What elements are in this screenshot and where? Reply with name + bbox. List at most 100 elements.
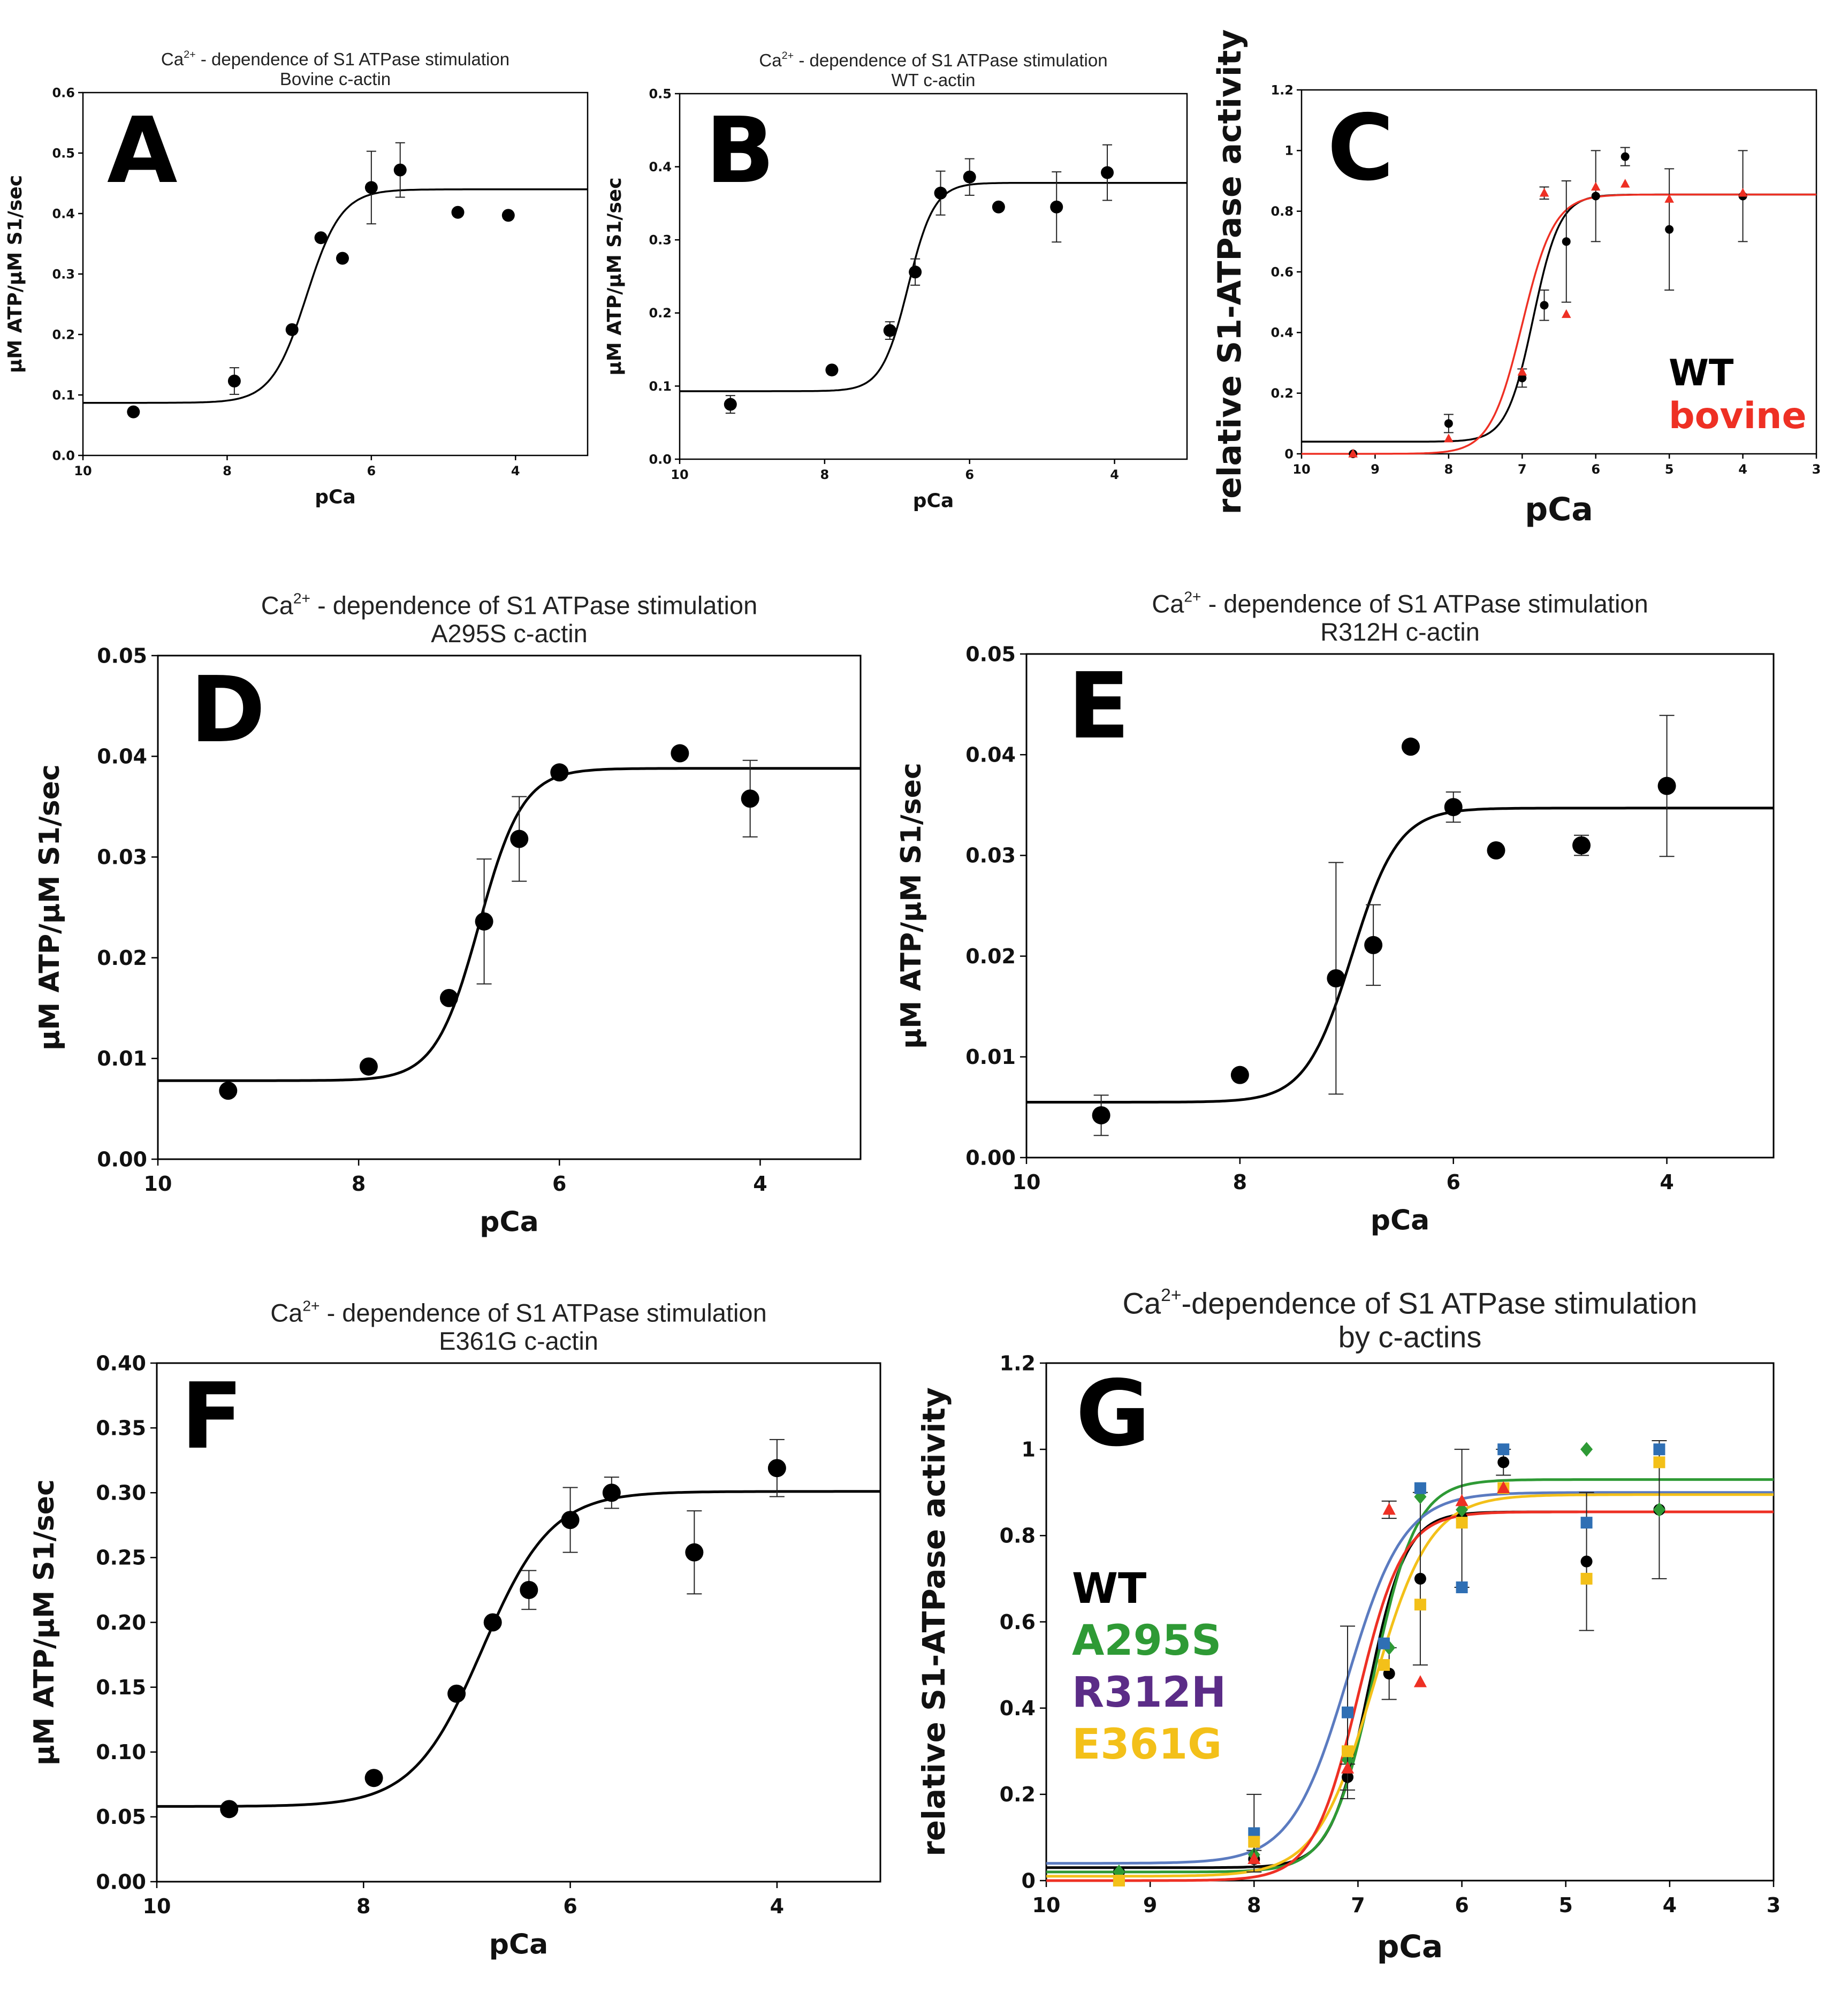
chart-title: Ca2+ - dependence of S1 ATPase stimulati… <box>1152 588 1648 618</box>
plot-frame <box>1025 653 1775 1159</box>
x-tick-label: 10 <box>144 1172 172 1196</box>
y-axis-label: µM ATP/µM S1/sec <box>895 763 927 1049</box>
data-point-a295s <box>1414 1489 1427 1504</box>
y-tick-label: 0.6 <box>52 85 75 100</box>
title-text: - dependence of S1 ATPase stimulation <box>196 49 509 69</box>
x-tick-label: 4 <box>770 1895 784 1918</box>
fit-curve-wt-c-actin <box>680 181 1187 392</box>
data-point-a295s-c-actin <box>359 1057 378 1076</box>
data-point-e361g-c-actin <box>685 1543 704 1562</box>
fit-curve-e361g <box>1046 1493 1774 1878</box>
data-point-r312h-c-actin <box>1327 969 1345 988</box>
data-point-wt <box>1414 1572 1426 1585</box>
data-point-e361g-c-actin <box>483 1613 502 1632</box>
data-point-wt <box>1497 1456 1510 1469</box>
x-axis-label: pCa <box>1371 1204 1429 1236</box>
y-tick-label: 0.04 <box>965 743 1016 767</box>
fit-curve-a295s <box>1046 1478 1774 1874</box>
data-point-r312h-c-actin <box>1364 935 1383 954</box>
data-point-bovine <box>1664 194 1674 203</box>
x-tick-label: 10 <box>1032 1893 1061 1917</box>
fit-curve-bovine <box>1302 193 1816 455</box>
fit-curve-r312h <box>1046 1491 1774 1865</box>
legend-r312h: R312H <box>1072 1669 1226 1717</box>
x-tick-label: 5 <box>1558 1893 1572 1917</box>
data-point-r312h-c-actin <box>1230 1066 1249 1084</box>
data-point-e361g-c-actin <box>220 1800 239 1819</box>
y-tick-label: 1 <box>1022 1437 1036 1461</box>
data-point-wt-c-actin <box>825 363 839 377</box>
data-point-a295s <box>1653 1502 1665 1517</box>
data-point-bovine-c-actin <box>127 405 140 419</box>
panel-label: A <box>107 98 178 204</box>
data-point-r312h <box>1378 1637 1390 1649</box>
data-point-e361g <box>1113 1875 1125 1886</box>
y-axis-label: relative S1-ATPase activity <box>916 1387 952 1857</box>
y-tick-label: 0.20 <box>96 1611 146 1634</box>
fit-curve-bovine <box>1046 1510 1774 1882</box>
panel-label: E <box>1068 653 1130 759</box>
data-point-bovine <box>1591 181 1601 191</box>
fit-curve-a295s-c-actin <box>158 767 861 1082</box>
title-superscript: 2+ <box>782 50 794 62</box>
x-tick-label: 9 <box>1371 462 1380 477</box>
x-tick-label: 10 <box>74 463 92 478</box>
legend-wt: WT <box>1072 1565 1146 1613</box>
x-axis-label: pCa <box>1525 491 1593 528</box>
chart-subtitle: WT c-actin <box>891 70 975 90</box>
data-point-e361g <box>1342 1745 1354 1758</box>
chart-title: Ca2+ - dependence of S1 ATPase stimulati… <box>261 590 757 620</box>
data-point-r312h-c-actin <box>1657 777 1676 795</box>
y-tick-label: 0.04 <box>97 745 147 769</box>
data-point-e361g <box>1378 1659 1390 1671</box>
data-point-r312h-c-actin <box>1401 737 1420 756</box>
y-tick-label: 0.6 <box>1000 1610 1036 1634</box>
legend-wt: WT <box>1669 352 1734 394</box>
x-tick-label: 3 <box>1812 462 1821 477</box>
data-point-a295s-c-actin <box>671 744 689 763</box>
chart-title: Ca2+ - dependence of S1 ATPase stimulati… <box>759 50 1107 70</box>
x-tick-label: 8 <box>223 463 232 478</box>
chart-title: Ca2+-dependence of S1 ATPase stimulation <box>1123 1285 1698 1320</box>
y-axis-label: µM ATP/µM S1/sec <box>604 177 626 375</box>
panel-label: B <box>705 98 775 204</box>
y-tick-label: 1.2 <box>1271 82 1294 97</box>
data-point-r312h <box>1414 1482 1426 1494</box>
data-point-a295s-c-actin <box>219 1082 238 1100</box>
y-tick-label: 0.2 <box>52 327 75 342</box>
y-tick-label: 0.8 <box>1000 1524 1036 1548</box>
x-tick-label: 6 <box>563 1895 577 1918</box>
y-tick-label: 0.1 <box>649 379 672 394</box>
title-ca: Ca <box>1152 589 1184 618</box>
plot-frame <box>156 1362 881 1883</box>
data-point-a295s-c-actin <box>741 789 759 808</box>
y-tick-label: 0.40 <box>96 1351 146 1375</box>
data-point-bovine-c-actin <box>227 375 241 388</box>
title-text: - dependence of S1 ATPase stimulation <box>310 591 757 619</box>
title-ca: Ca <box>1123 1287 1161 1320</box>
x-axis-label: pCa <box>1377 1928 1443 1965</box>
panel-label: G <box>1076 1361 1151 1467</box>
panel-b: Ca2+ - dependence of S1 ATPase stimulati… <box>604 50 1188 512</box>
panel-d: Ca2+ - dependence of S1 ATPase stimulati… <box>34 590 862 1238</box>
y-tick-label: 0.00 <box>97 1147 147 1171</box>
x-tick-label: 8 <box>820 467 830 482</box>
data-point-a295s-c-actin <box>475 912 493 931</box>
y-tick-label: 0.05 <box>96 1805 146 1829</box>
data-point-r312h-c-actin <box>1487 841 1505 859</box>
panel-label: D <box>190 657 265 763</box>
y-tick-label: 0.05 <box>965 642 1016 666</box>
y-tick-label: 0.6 <box>1271 264 1294 279</box>
plot-frame <box>157 655 862 1160</box>
y-tick-label: 0.30 <box>96 1481 146 1505</box>
title-text: - dependence of S1 ATPase stimulation <box>1201 589 1648 618</box>
y-tick-label: 0 <box>1022 1869 1036 1892</box>
y-axis-label: relative S1-ATPase activity <box>1211 29 1249 515</box>
data-point-wt <box>1518 374 1527 383</box>
title-superscript: 2+ <box>302 1297 319 1314</box>
title-ca: Ca <box>759 50 782 70</box>
plot-frame <box>679 93 1188 460</box>
x-axis-label: pCa <box>489 1928 548 1960</box>
x-tick-label: 6 <box>1591 462 1600 477</box>
data-point-a295s-c-actin <box>510 830 529 848</box>
